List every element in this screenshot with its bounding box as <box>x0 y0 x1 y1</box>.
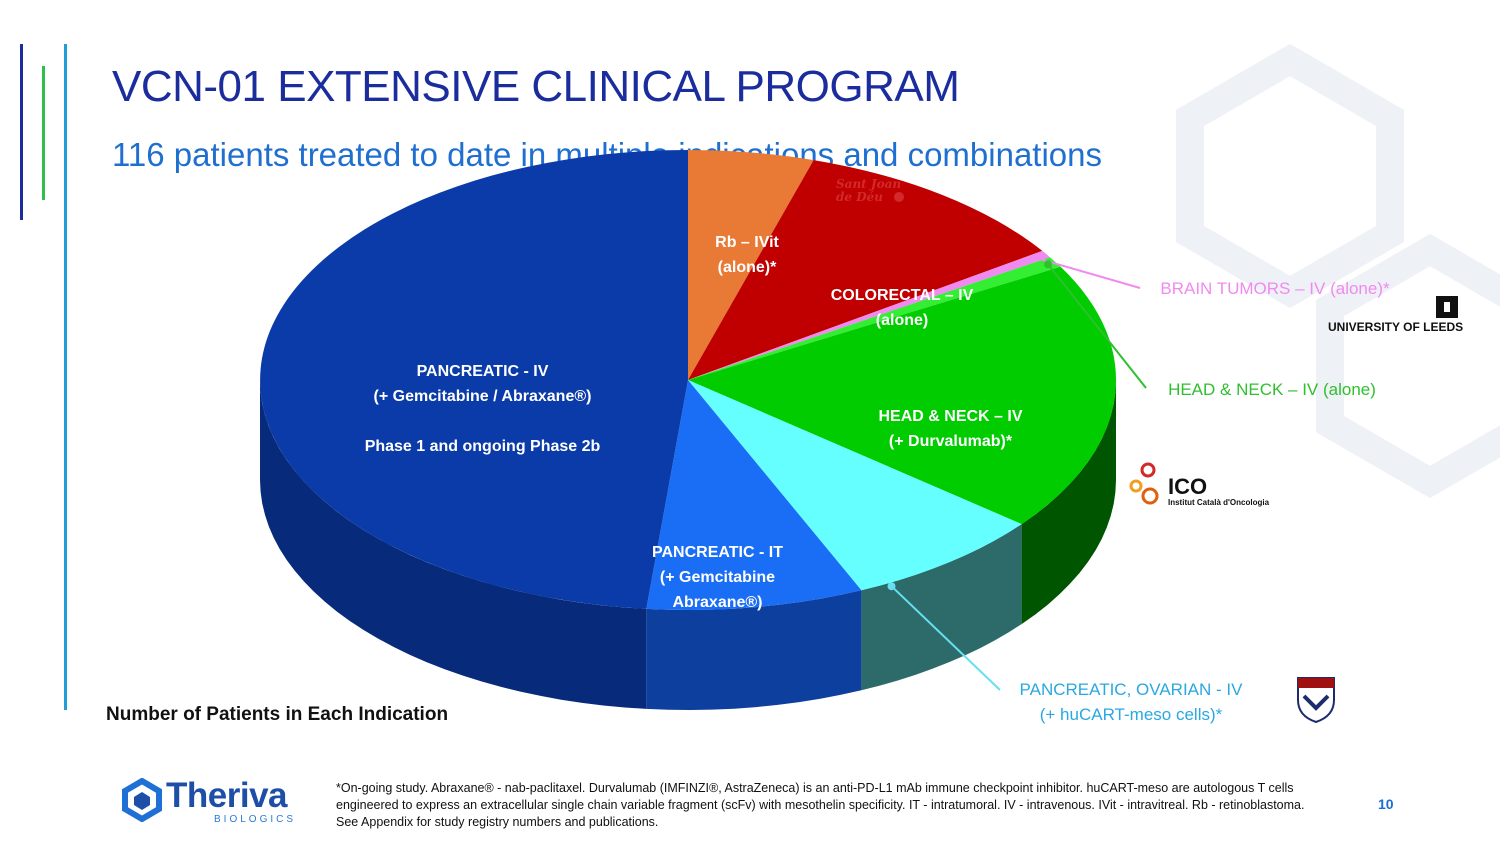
penn-shield-logo <box>1288 674 1344 724</box>
penn-shield-icon <box>1297 677 1335 724</box>
pie-slice-car_t <box>688 380 1022 591</box>
leader-dot-headneck_alone <box>1044 260 1052 269</box>
callout-label-car-t: PANCREATIC, OVARIAN - IV (+ huCART-meso … <box>1019 680 1243 724</box>
pie-slice-headneck_alone <box>688 257 1061 380</box>
sant-joan-de-deu-logo: Sant Joan de Déu <box>832 178 912 220</box>
callout-label-brain: BRAIN TUMORS – IV (alone)* <box>1160 279 1390 298</box>
slice-label-rb: Rb – IVit (alone)* <box>715 234 779 276</box>
ico-logo: ICO Institut Català d'Oncologia <box>1128 460 1288 510</box>
chart-caption: Number of Patients in Each Indication <box>106 704 449 725</box>
ico-logo-subtitle: Institut Català d'Oncologia <box>1168 498 1270 507</box>
sjd-logo-text: Sant Joan de Déu <box>836 177 902 204</box>
leader-dot-car_t <box>887 582 896 591</box>
pie-slice-brain <box>688 250 1050 380</box>
pie-side-pancreatic_it <box>646 590 862 710</box>
leader-dot-brain <box>1031 253 1040 262</box>
slice-label-pancreatic-iv: PANCREATIC - IV (+ Gemcitabine / Abraxan… <box>364 363 601 455</box>
pie-side-pancreatic_iv <box>260 380 647 709</box>
ico-logo-text: ICO <box>1168 474 1208 499</box>
leeds-logo-text: UNIVERSITY OF LEEDS <box>1328 320 1464 334</box>
sjd-heart-icon <box>894 192 904 202</box>
leeds-tower-icon <box>1436 296 1458 318</box>
pie-side-headneck_durva <box>1021 380 1116 625</box>
brand-tagline: BIOLOGICS <box>214 814 297 825</box>
slice-label-headneck-durva: HEAD & NECK – IV (+ Durvalumab)* <box>878 408 1023 450</box>
pie-slice-rb <box>688 149 814 380</box>
footnote: *On-going study. Abraxane® - nab-paclita… <box>336 781 1305 829</box>
page-title: VCN-01 EXTENSIVE CLINICAL PROGRAM <box>112 62 960 111</box>
slice-label-colorectal: COLORECTAL – IV (alone) <box>830 287 974 329</box>
pie-slice-pancreatic_it <box>646 380 862 610</box>
ico-circles-icon <box>1129 462 1159 505</box>
brand-name: Theriva <box>166 776 288 815</box>
accent-bar-green <box>42 66 45 200</box>
pie-slice-headneck_durva <box>688 266 1117 525</box>
leader-line-car_t <box>890 585 1001 691</box>
pie-side-car_t <box>861 524 1022 691</box>
accent-bar-blue-left <box>20 44 23 220</box>
leader-line-headneck_alone <box>1047 263 1147 389</box>
page-number: 10 <box>1378 796 1394 812</box>
theriva-logo: Theriva BIOLOGICS <box>120 776 310 828</box>
accent-bar-blue-long <box>64 44 67 710</box>
pie-slice-colorectal <box>688 160 1043 380</box>
callout-label-headneck-alone: HEAD & NECK – IV (alone) <box>1168 380 1376 399</box>
leader-line-brain <box>1035 256 1141 289</box>
theriva-hex-icon <box>122 778 162 822</box>
pie-slice-pancreatic_iv <box>260 150 688 609</box>
university-of-leeds-logo: UNIVERSITY OF LEEDS <box>1326 294 1466 338</box>
slice-label-pancreatic-it: PANCREATIC - IT (+ Gemcitabine Abraxane®… <box>652 544 783 611</box>
